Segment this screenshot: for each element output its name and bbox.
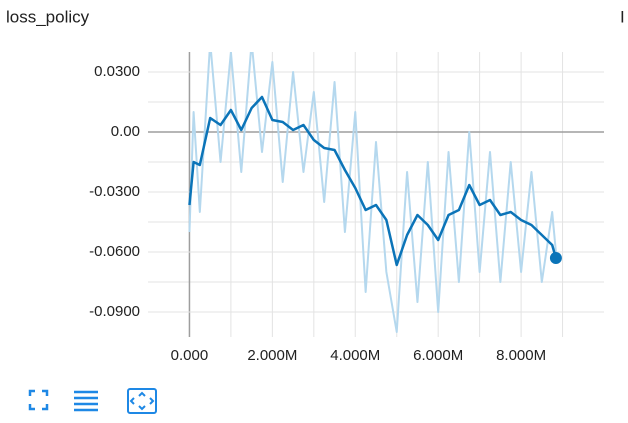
x-tick-label: 2.000M: [247, 347, 297, 364]
x-tick-label: 8.000M: [496, 347, 546, 364]
tick-labels: 0.000 2.000M 4.000M 6.000M 8.000M 0.0300 0.00 -…: [89, 63, 546, 364]
chart-title: loss_policy: [6, 7, 90, 26]
raw-line: [188, 52, 557, 333]
y-tick-label: -0.0900: [89, 303, 140, 320]
x-tick-label: 6.000M: [413, 347, 463, 364]
y-tick-label: -0.0300: [89, 183, 140, 200]
plot-area: [188, 52, 558, 333]
x-tick-label: 0.000: [171, 347, 209, 364]
fullscreen-icon: [28, 389, 49, 411]
y-tick-label: 0.0300: [94, 63, 140, 80]
fullscreen-button[interactable]: [28, 389, 49, 411]
side-label: I: [620, 7, 625, 26]
smoothed-line: [188, 95, 558, 267]
fit-button[interactable]: [127, 388, 157, 414]
end-point: [549, 252, 562, 264]
fit-icon-frame: [127, 388, 157, 414]
y-tick-label: -0.0600: [89, 243, 140, 260]
list-button[interactable]: [74, 390, 98, 412]
fit-icon-arrows: [129, 391, 155, 411]
grid: [148, 52, 604, 337]
y-tick-label: 0.00: [111, 123, 140, 140]
x-tick-label: 4.000M: [330, 347, 380, 364]
